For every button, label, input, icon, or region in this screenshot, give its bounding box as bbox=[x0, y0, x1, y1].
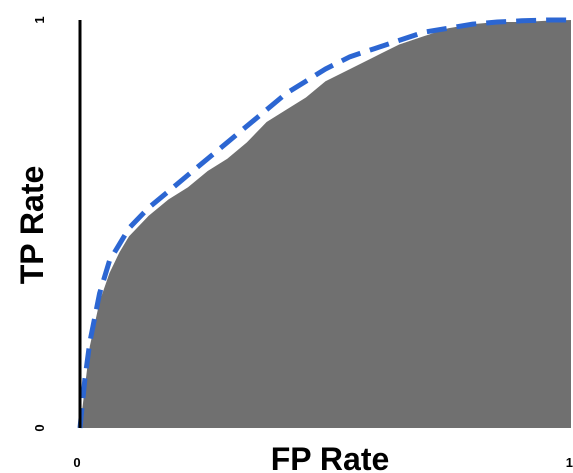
roc-dashed-series bbox=[77, 17, 571, 429]
series-layer bbox=[77, 17, 571, 429]
y-tick-label-bottom: 0 bbox=[32, 424, 47, 431]
y-axis-title: TP Rate bbox=[14, 166, 50, 285]
y-tick-label-top: 1 bbox=[32, 16, 47, 23]
x-tick-label-right: 1 bbox=[566, 455, 573, 470]
x-tick-label-left: 0 bbox=[73, 455, 80, 470]
roc-area-series bbox=[80, 20, 571, 428]
x-axis-title: FP Rate bbox=[271, 441, 390, 473]
